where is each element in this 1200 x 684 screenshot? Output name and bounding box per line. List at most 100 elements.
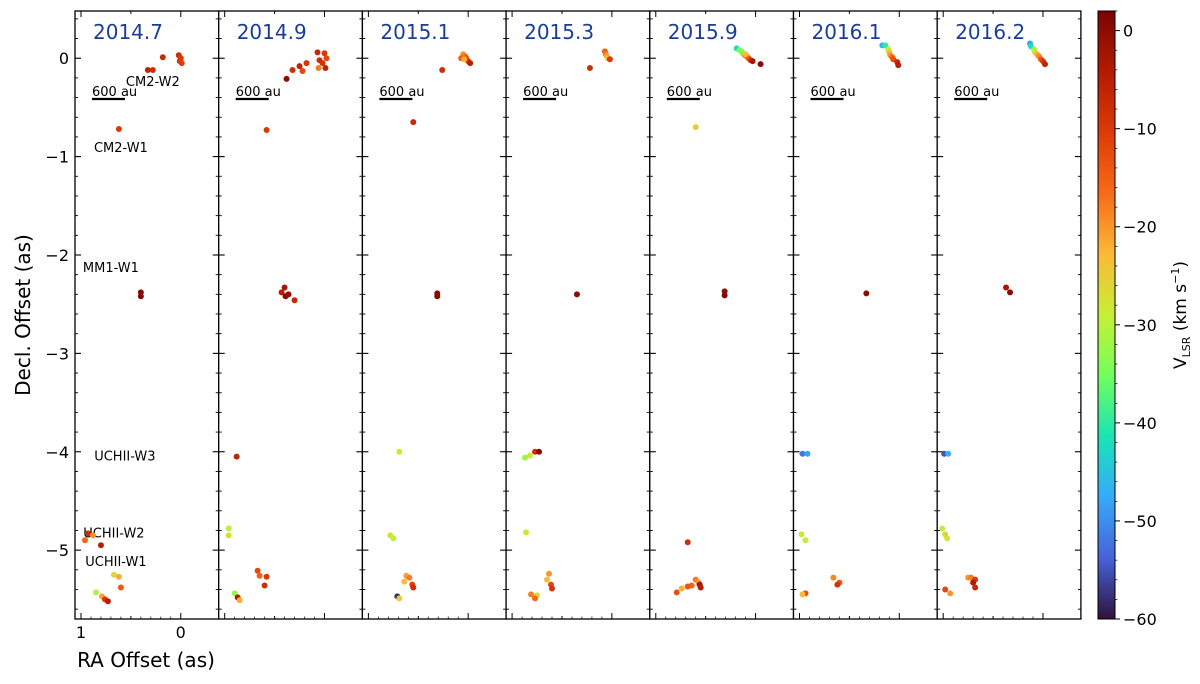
maser-spot xyxy=(137,293,144,300)
source-annotation: UCHII-W1 xyxy=(85,555,146,570)
maser-spot xyxy=(115,126,122,133)
y-tick-label: −5 xyxy=(45,541,69,560)
y-tick-label: −1 xyxy=(45,148,69,167)
maser-spot xyxy=(573,291,580,298)
maser-spot xyxy=(586,65,593,72)
maser-spot xyxy=(84,530,91,537)
colorbar-tick-label: −30 xyxy=(1123,316,1157,335)
epoch-label: 2014.9 xyxy=(237,20,307,44)
panel-2015.9: 2015.9 600 au xyxy=(649,10,795,620)
y-tick-label: 0 xyxy=(59,49,69,68)
maser-spot xyxy=(299,68,306,75)
scalebar-label: 600 au xyxy=(523,85,568,100)
maser-spot xyxy=(144,67,151,74)
maser-spot xyxy=(177,55,184,62)
maser-spot xyxy=(236,597,243,604)
x-tick-label: 0 xyxy=(176,623,186,642)
maser-spot xyxy=(390,535,397,542)
maser-spot xyxy=(798,531,805,538)
source-annotation: UCHII-W3 xyxy=(94,450,155,465)
colorbar-label: VLSR (km s−1) xyxy=(1169,261,1193,369)
source-annotation: UCHII-W2 xyxy=(83,526,144,541)
maser-spot xyxy=(522,454,529,461)
panel-frame xyxy=(74,10,220,620)
x-axis-label: RA Offset (as) xyxy=(77,648,215,672)
panel-frame xyxy=(649,10,795,620)
maser-spot xyxy=(749,58,756,65)
y-axis-label: Decl. Offset (as) xyxy=(11,234,35,396)
maser-spot xyxy=(606,56,613,63)
maser-spot xyxy=(970,579,977,586)
maser-spot xyxy=(110,571,117,578)
scalebar-label: 600 au xyxy=(954,85,999,100)
maser-spot xyxy=(285,291,292,298)
maser-spot xyxy=(536,448,543,455)
maser-spot xyxy=(406,574,413,581)
colorbar-tick-label: 0 xyxy=(1123,22,1133,41)
maser-spot xyxy=(321,50,328,57)
maser-spot xyxy=(149,67,156,74)
maser-spot xyxy=(225,525,232,532)
maser-spot xyxy=(945,450,952,457)
maser-spot xyxy=(944,535,951,542)
x-tick-label: 1 xyxy=(76,623,86,642)
source-annotation: CM2-W1 xyxy=(94,141,148,156)
maser-spots xyxy=(673,45,764,596)
maser-spot xyxy=(104,598,111,605)
maser-spot xyxy=(401,578,408,585)
epoch-label: 2015.9 xyxy=(668,20,738,44)
maser-spot xyxy=(684,539,691,546)
scalebar-label: 600 au xyxy=(811,85,856,100)
maser-spot xyxy=(804,450,811,457)
maser-spot xyxy=(692,124,699,131)
panel-2015.3: 2015.3 600 au xyxy=(505,10,651,620)
maser-spot xyxy=(434,293,441,300)
maser-spot xyxy=(942,586,949,593)
source-annotation: CM2-W2 xyxy=(126,75,180,90)
colorbar-tick-label: −60 xyxy=(1123,610,1157,629)
colorbar: 0 −10 −20 −30 −40 −50 −60 VLSR (km s−1) xyxy=(1097,10,1193,629)
scalebar-label: 600 au xyxy=(667,85,712,100)
y-tick-label: −3 xyxy=(45,344,69,363)
maser-spot xyxy=(802,537,809,544)
maser-spot xyxy=(92,589,99,596)
maser-spot xyxy=(410,119,417,126)
maser-spot xyxy=(410,584,417,591)
maser-spot xyxy=(289,67,296,74)
maser-spot xyxy=(544,576,551,583)
panel-frame xyxy=(936,10,1082,620)
epoch-label: 2015.3 xyxy=(524,20,594,44)
maser-spot xyxy=(1003,284,1010,291)
scalebar-label: 600 au xyxy=(236,85,281,100)
maser-spot xyxy=(528,591,535,598)
maser-spot xyxy=(834,581,841,588)
maser-spot xyxy=(461,56,468,63)
maser-spot xyxy=(947,590,954,597)
maser-spot xyxy=(159,54,166,61)
maser-spot xyxy=(799,450,806,457)
maser-spot xyxy=(830,574,837,581)
maser-spot xyxy=(261,582,268,589)
maser-spot xyxy=(315,65,322,72)
maser-spot xyxy=(684,583,691,590)
maser-spots xyxy=(798,42,902,598)
maser-spot xyxy=(757,61,764,68)
maser-spot xyxy=(81,537,88,544)
maser-spot xyxy=(316,57,323,64)
maser-spot xyxy=(678,585,685,592)
panel-2016.2: 2016.2 600 au xyxy=(936,10,1082,620)
maser-spot xyxy=(673,589,680,596)
maser-spot xyxy=(281,284,288,291)
maser-spot xyxy=(895,62,902,69)
maser-spot xyxy=(323,55,330,62)
epoch-label: 2015.1 xyxy=(380,20,450,44)
maser-spot xyxy=(254,567,261,574)
maser-spot xyxy=(546,570,553,577)
maser-spot xyxy=(225,532,232,539)
maser-spots xyxy=(81,52,185,605)
maser-spot xyxy=(283,75,290,82)
maser-spot xyxy=(291,297,298,304)
maser-spot xyxy=(233,453,240,460)
